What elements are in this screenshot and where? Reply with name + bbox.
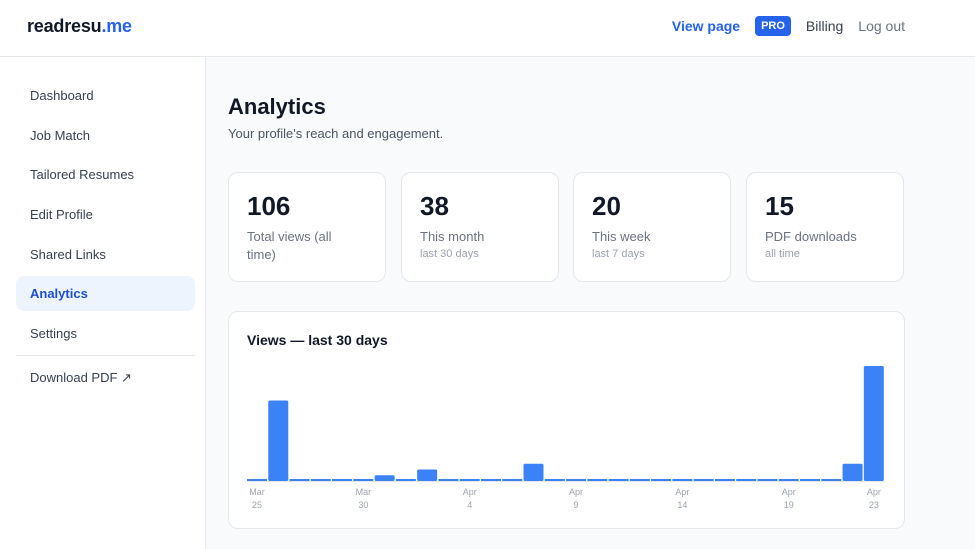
chart-bar[interactable] [480, 479, 501, 481]
chart-bar[interactable] [693, 479, 714, 481]
chart-bar[interactable] [395, 479, 416, 481]
stat-value: 38 [420, 191, 449, 221]
x-tick-label-day: 4 [467, 500, 472, 510]
chart-title: Views — last 30 days [247, 332, 388, 348]
x-tick-label-month: Apr [569, 487, 583, 497]
x-tick-label-month: Apr [463, 487, 477, 497]
sidebar-item-tailored-resumes[interactable]: Tailored Resumes [30, 167, 135, 182]
header-nav: View page PRO Billing Log out [672, 16, 905, 36]
chart-bar[interactable] [523, 463, 544, 481]
stat-sub: all time [765, 248, 800, 260]
chart-bar[interactable] [247, 479, 267, 481]
chart-bar[interactable] [374, 475, 395, 481]
chart-bar[interactable] [289, 479, 310, 481]
sidebar: Dashboard Job Match Tailored Resumes Edi… [0, 57, 206, 549]
stat-value: 20 [592, 191, 621, 221]
chart-bar[interactable] [651, 479, 672, 481]
stat-card-this-week: 20 This week last 7 days [573, 172, 731, 282]
chart-bar[interactable] [757, 479, 778, 481]
chart-bar[interactable] [268, 400, 289, 482]
chart-bar[interactable] [353, 479, 374, 481]
chart-bar[interactable] [736, 479, 757, 481]
stat-value: 15 [765, 191, 794, 221]
chart-bar[interactable] [332, 479, 353, 481]
sidebar-item-analytics[interactable]: Analytics [16, 276, 195, 311]
chart-bar[interactable] [587, 479, 608, 481]
billing-link[interactable]: Billing [805, 18, 844, 34]
x-tick-label-day: 9 [574, 500, 579, 510]
stat-label: Total views (all time) [247, 229, 332, 262]
top-bar: readresu.me View page PRO Billing Log ou… [0, 0, 975, 57]
chart-bar[interactable] [800, 479, 821, 481]
x-tick-label-day: 19 [784, 500, 794, 510]
stat-card-total-views: 106 Total views (all time) [228, 172, 386, 282]
sidebar-item-job-match[interactable]: Job Match [30, 128, 90, 143]
sidebar-item-download-pdf[interactable]: Download PDF ↗ [30, 369, 132, 385]
chart-bar[interactable] [417, 469, 438, 482]
x-tick-label-day: 30 [358, 500, 368, 510]
chart-bar[interactable] [821, 479, 842, 481]
chart-bar[interactable] [566, 479, 587, 481]
stat-card-pdf-downloads: 15 PDF downloads all time [746, 172, 904, 282]
x-tick-label-day: 23 [869, 500, 879, 510]
chart-bar[interactable] [608, 479, 629, 481]
sidebar-divider [16, 355, 195, 356]
stat-sub: last 30 days [420, 248, 479, 260]
stat-label: This month [420, 229, 485, 244]
chart-bar[interactable] [310, 479, 331, 481]
page-title: Analytics [228, 94, 326, 119]
x-tick-label-day: 25 [252, 500, 262, 510]
sidebar-item-edit-profile[interactable]: Edit Profile [30, 207, 93, 222]
stat-label: PDF downloads [765, 229, 857, 244]
logo-main: readresu [27, 16, 102, 36]
chart-bar[interactable] [629, 479, 650, 481]
chart-bar[interactable] [863, 366, 884, 481]
chart-bar[interactable] [842, 463, 863, 481]
chart-bar[interactable] [714, 479, 735, 481]
sidebar-item-shared-links[interactable]: Shared Links [30, 247, 106, 262]
x-tick-label-month: Apr [675, 487, 689, 497]
sidebar-item-settings[interactable]: Settings [30, 326, 77, 341]
logo-accent: .me [101, 16, 132, 36]
chart-bar[interactable] [672, 479, 693, 481]
chart-bar[interactable] [459, 479, 480, 481]
chart-bar[interactable] [778, 479, 799, 481]
chart-bar[interactable] [544, 479, 565, 481]
x-tick-label-month: Apr [867, 487, 881, 497]
logo[interactable]: readresu.me [27, 16, 132, 37]
stat-sub: last 7 days [592, 248, 645, 260]
stat-value: 106 [247, 191, 291, 221]
x-tick-label-day: 14 [677, 500, 687, 510]
x-tick-label-month: Mar [249, 487, 265, 497]
stat-card-this-month: 38 This month last 30 days [401, 172, 559, 282]
x-tick-label-month: Apr [782, 487, 796, 497]
page-subtitle: Your profile's reach and engagement. [228, 126, 444, 141]
logout-link[interactable]: Log out [858, 18, 905, 34]
stat-label: This week [592, 229, 651, 244]
views-bar-chart: Mar 25 Mar 30 Apr 4 Apr 9 Apr 14 Apr 19 Apr 23 [247, 366, 886, 510]
view-page-link[interactable]: View page [671, 18, 741, 34]
x-tick-label-month: Mar [356, 487, 372, 497]
views-chart-card: Views — last 30 days Mar 25 Mar 30 Apr 4 Apr 9 A… [228, 311, 905, 529]
pro-badge: PRO [755, 16, 791, 36]
chart-bar[interactable] [438, 479, 459, 481]
chart-bar[interactable] [502, 479, 523, 481]
sidebar-item-dashboard[interactable]: Dashboard [30, 88, 94, 103]
